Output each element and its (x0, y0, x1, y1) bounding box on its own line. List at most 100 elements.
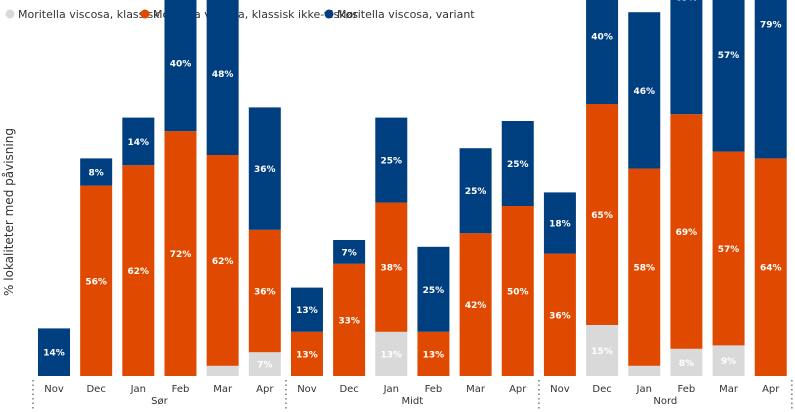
data-label: 25% (465, 187, 487, 197)
x-tick-label: Nov (297, 384, 317, 395)
data-label: 13% (296, 306, 318, 316)
data-label: 62% (128, 267, 150, 277)
legend-item: Moritella viscosa, klassisk (5, 8, 160, 21)
bar-segment (375, 202, 408, 332)
legend-label: Moritella viscosa, klassisk (18, 8, 160, 21)
group-label: Midt (402, 396, 424, 407)
bar-segment (670, 0, 703, 115)
bar-segment (38, 328, 70, 376)
bar-segment (543, 253, 576, 376)
x-tick-label: Mar (213, 384, 233, 395)
bar-stack: 33% 7% (333, 240, 366, 376)
data-label: 50% (507, 288, 529, 298)
data-label: 40% (170, 60, 192, 70)
bar-segment (501, 206, 534, 376)
data-label: 69% (676, 0, 698, 3)
data-label: 72% (170, 250, 192, 260)
bar-segment (164, 0, 197, 132)
bar-segment (586, 104, 619, 325)
bar-segment (417, 246, 450, 332)
bar-segment (375, 117, 408, 203)
x-tick-label: Feb (678, 384, 696, 395)
x-tick-label: Nov (44, 384, 64, 395)
x-tick-label: Dec (86, 384, 105, 395)
x-tick-label: Nov (550, 384, 570, 395)
bar-segment (459, 148, 492, 234)
bar-segment (290, 287, 323, 332)
x-tick-label: Dec (592, 384, 611, 395)
bar-stack: 13% 38% 25% (375, 117, 408, 376)
bar-segment (206, 365, 239, 376)
bar-segment (375, 331, 408, 376)
data-label: 13% (423, 350, 445, 360)
data-label: 15% (591, 347, 613, 357)
bar-segment (122, 117, 155, 166)
data-label: 64% (760, 264, 782, 274)
bar-stack: 50% 25% (501, 121, 534, 376)
bar-stack: 9% 57% 57% (712, 0, 745, 376)
data-label: 7% (257, 361, 272, 371)
bar-segment (712, 345, 745, 376)
bar-stack: 56% 8% (80, 158, 113, 376)
legend-label: Moritella viscosa, variant (337, 8, 475, 21)
data-label: 46% (633, 87, 655, 97)
bar-segment (122, 165, 155, 376)
bar-segment (586, 325, 619, 376)
x-tick-label: Jan (130, 384, 146, 395)
x-tick-label: Mar (719, 384, 739, 395)
data-label: 79% (760, 21, 782, 31)
bar-segment (290, 331, 323, 376)
data-label: 36% (254, 288, 276, 298)
data-label: 40% (591, 33, 613, 43)
data-label: 25% (381, 157, 403, 167)
bar-segment (670, 114, 703, 349)
group-label: Nord (653, 396, 677, 407)
legend-label: Moritella viscosa, klassisk ikke-viskøs (153, 8, 358, 21)
bar-segment (543, 192, 576, 254)
bar-segment (80, 158, 113, 186)
legend-item: Moritella viscosa, variant (324, 8, 475, 21)
data-label: 7% (341, 248, 356, 258)
data-label: 25% (507, 160, 529, 170)
bar-segment (586, 0, 619, 104)
bar-segment (164, 131, 197, 376)
data-label: 69% (676, 228, 698, 238)
bar-segment (628, 12, 661, 169)
bar-segment (80, 185, 113, 376)
x-tick-label: Jan (636, 384, 652, 395)
bar-stack: 8% 69% 69% (670, 0, 703, 376)
legend-marker (5, 9, 15, 19)
bar-segment (206, 0, 239, 155)
data-label: 25% (423, 286, 445, 296)
bar-stack: 14% (38, 328, 70, 376)
data-label: 13% (296, 350, 318, 360)
data-label: 8% (89, 169, 104, 179)
bar-stack: 13% 13% (290, 287, 323, 376)
bar-segment (628, 365, 661, 376)
data-label: 57% (718, 245, 740, 255)
bar-stack: 62% 14% (122, 117, 155, 376)
legend-marker (324, 9, 334, 19)
data-label: 36% (549, 311, 571, 321)
bar-stack: 62% 48% (206, 0, 239, 376)
bar-stack: 64% 79% (754, 0, 787, 376)
bar-segment (206, 155, 239, 366)
bar-segment (712, 0, 745, 152)
bar-segment (248, 107, 281, 230)
x-tick-label: Dec (339, 384, 358, 395)
bar-segment (459, 233, 492, 376)
data-label: 42% (465, 301, 487, 311)
data-label: 57% (718, 51, 740, 61)
bar-stack: 58% 46% (628, 12, 661, 376)
bar-stack: 7% 36% 36% (248, 107, 281, 376)
data-label: 58% (633, 264, 655, 274)
data-label: 8% (679, 359, 694, 369)
data-label: 33% (338, 316, 360, 326)
bar-segment (333, 263, 366, 376)
x-axis: Nov Dec Jan Feb Mar Apr Nov Dec Jan Feb Mar Apr Nov D… (32, 380, 793, 410)
data-label: 36% (254, 165, 276, 175)
x-tick-label: Apr (762, 384, 780, 395)
bar-stack: 72% 40% (164, 0, 197, 376)
